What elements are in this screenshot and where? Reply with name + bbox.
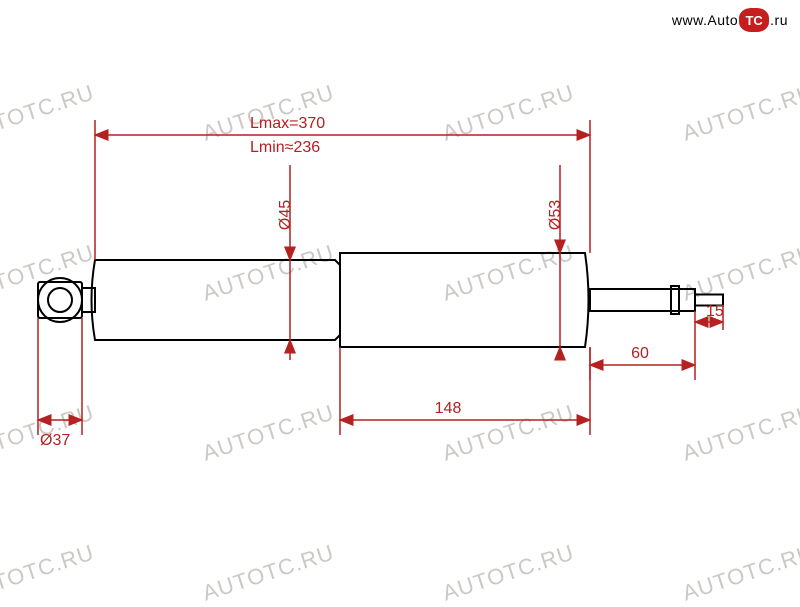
dim-60: 60 bbox=[631, 345, 649, 362]
dim-15: 15 bbox=[706, 303, 724, 320]
dim-148: 148 bbox=[435, 400, 462, 417]
dim-d53: Ø53 bbox=[547, 200, 564, 230]
dim-lmax: Lmax=370 bbox=[250, 115, 325, 132]
drawing-canvas: Lmax=370 Lmin≈236 Ø45 Ø53 Ø37 148 60 15 bbox=[0, 0, 800, 600]
dimension-text: Lmax=370 Lmin≈236 Ø45 Ø53 Ø37 148 60 15 bbox=[40, 115, 724, 449]
shock-absorber-part bbox=[38, 253, 723, 347]
dim-lmin: Lmin≈236 bbox=[250, 139, 320, 156]
dimension-lines bbox=[38, 120, 723, 435]
dim-d45: Ø45 bbox=[277, 200, 294, 230]
dim-d37: Ø37 bbox=[40, 432, 70, 449]
